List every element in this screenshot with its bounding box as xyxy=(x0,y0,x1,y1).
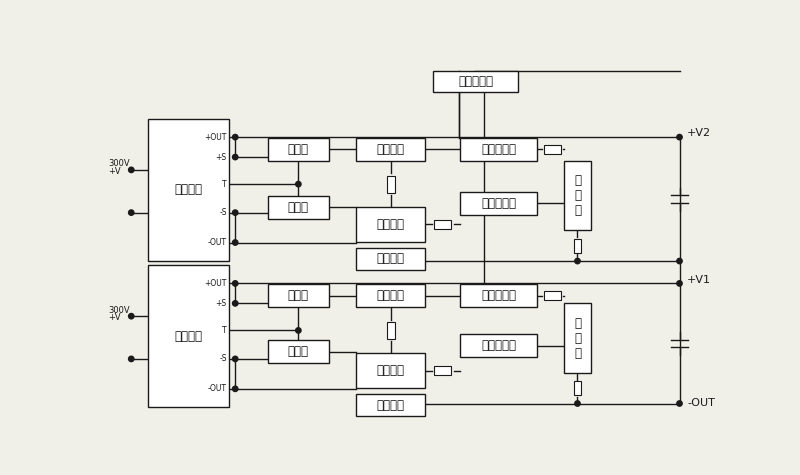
Circle shape xyxy=(233,356,238,361)
Text: +S: +S xyxy=(216,299,226,308)
Circle shape xyxy=(677,281,682,286)
Text: 电流采样: 电流采样 xyxy=(377,399,405,411)
Text: 控
制
器: 控 制 器 xyxy=(574,316,581,360)
Circle shape xyxy=(129,314,134,319)
Text: +V: +V xyxy=(108,167,121,176)
Bar xyxy=(267,341,329,363)
Bar xyxy=(433,71,518,93)
Text: +V: +V xyxy=(108,313,121,322)
Text: 电流采样: 电流采样 xyxy=(377,252,405,265)
Bar xyxy=(574,239,582,253)
Text: 自锁鉴别器: 自锁鉴别器 xyxy=(481,339,516,352)
Text: +OUT: +OUT xyxy=(204,279,226,288)
Text: 300V: 300V xyxy=(108,305,130,314)
Text: +OUT: +OUT xyxy=(204,133,226,142)
Text: 电压锁存器: 电压锁存器 xyxy=(481,289,516,302)
Circle shape xyxy=(677,401,682,406)
Bar xyxy=(267,196,329,218)
Bar xyxy=(148,265,229,408)
Bar xyxy=(434,366,451,375)
Bar xyxy=(387,322,394,339)
Text: 模块电源: 模块电源 xyxy=(174,330,202,342)
Text: 调节开关: 调节开关 xyxy=(377,364,405,377)
Circle shape xyxy=(233,386,238,391)
Text: +S: +S xyxy=(216,152,226,162)
Bar xyxy=(356,138,426,161)
Circle shape xyxy=(233,240,238,245)
Text: 下调节: 下调节 xyxy=(288,345,309,359)
Circle shape xyxy=(677,258,682,264)
Circle shape xyxy=(677,134,682,140)
Text: 模块电源: 模块电源 xyxy=(174,183,202,196)
Bar xyxy=(356,353,426,388)
Text: 节拍开关: 节拍开关 xyxy=(377,143,405,156)
Text: T: T xyxy=(222,180,226,189)
Bar xyxy=(356,394,426,416)
Bar xyxy=(564,304,591,373)
Bar xyxy=(148,119,229,261)
Text: +V1: +V1 xyxy=(687,275,711,285)
Text: -OUT: -OUT xyxy=(208,238,226,247)
Text: +V2: +V2 xyxy=(687,128,711,138)
Circle shape xyxy=(129,167,134,172)
Circle shape xyxy=(233,210,238,215)
Text: -OUT: -OUT xyxy=(687,399,715,408)
Text: 上调节: 上调节 xyxy=(288,289,309,302)
Circle shape xyxy=(574,401,580,406)
Circle shape xyxy=(296,181,301,187)
Bar xyxy=(387,176,394,192)
Bar xyxy=(434,220,451,229)
Text: 节拍发生器: 节拍发生器 xyxy=(458,75,493,88)
Text: 控
制
器: 控 制 器 xyxy=(574,174,581,217)
Bar xyxy=(267,284,329,307)
Text: 节拍开关: 节拍开关 xyxy=(377,289,405,302)
Bar xyxy=(574,381,582,395)
Circle shape xyxy=(233,134,238,140)
Circle shape xyxy=(574,258,580,264)
Circle shape xyxy=(233,301,238,306)
Text: -OUT: -OUT xyxy=(208,384,226,393)
Text: -S: -S xyxy=(219,208,226,217)
Text: 电压锁存器: 电压锁存器 xyxy=(481,143,516,156)
Circle shape xyxy=(296,328,301,333)
Bar xyxy=(356,284,426,307)
Circle shape xyxy=(233,154,238,160)
Text: T: T xyxy=(222,326,226,335)
Bar xyxy=(544,291,561,300)
Text: 下调节: 下调节 xyxy=(288,200,309,214)
Text: 调节开关: 调节开关 xyxy=(377,218,405,231)
Text: 上调节: 上调节 xyxy=(288,143,309,156)
Circle shape xyxy=(129,210,134,215)
Text: -S: -S xyxy=(219,354,226,363)
Circle shape xyxy=(129,356,134,361)
Bar xyxy=(564,161,591,230)
Bar xyxy=(460,192,537,215)
Bar xyxy=(460,138,537,161)
Bar xyxy=(267,138,329,161)
Bar xyxy=(460,334,537,357)
Bar xyxy=(460,284,537,307)
Bar xyxy=(544,145,561,154)
Bar xyxy=(356,248,426,269)
Text: 300V: 300V xyxy=(108,159,130,168)
Circle shape xyxy=(233,281,238,286)
Text: 自锁鉴别器: 自锁鉴别器 xyxy=(481,197,516,210)
Bar xyxy=(356,207,426,242)
